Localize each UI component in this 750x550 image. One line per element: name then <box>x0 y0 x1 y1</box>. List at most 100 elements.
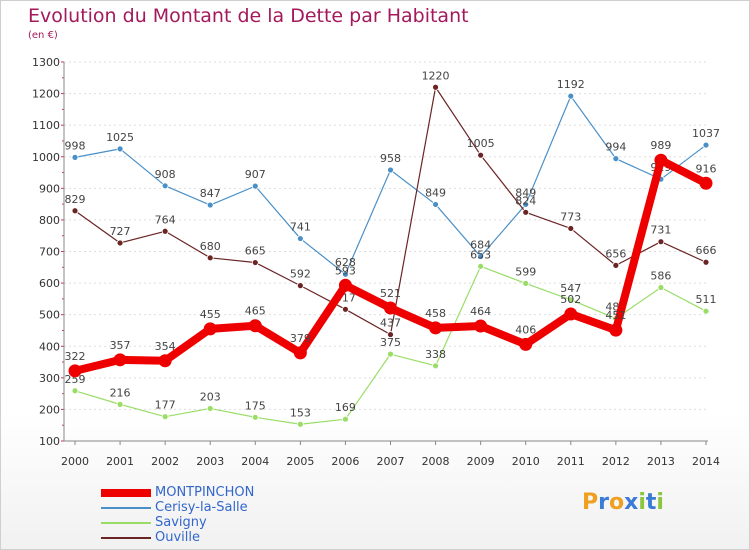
data-point-montpinchon <box>519 337 533 351</box>
data-label-cerisy-la-salle: 849 <box>515 186 536 199</box>
legend: MONTPINCHON Cerisy-la-Salle Savigny Ouville <box>101 485 254 545</box>
x-tick-label: 2014 <box>692 455 720 468</box>
data-label-cerisy-la-salle: 847 <box>200 187 221 200</box>
logo-letter: x <box>624 490 639 515</box>
x-tick-label: 2003 <box>196 455 224 468</box>
data-point-montpinchon <box>293 346 307 360</box>
data-point-cerisy-la-salle <box>71 153 79 161</box>
data-label-montpinchon: 464 <box>470 305 491 318</box>
data-label-savigny: 259 <box>65 373 86 386</box>
data-point-ouville <box>477 151 485 159</box>
y-tick-label: 800 <box>39 214 60 227</box>
x-tick-label: 2012 <box>602 455 630 468</box>
data-label-ouville: 727 <box>110 225 131 238</box>
data-point-montpinchon <box>338 278 352 292</box>
data-label-ouville: 592 <box>290 268 311 281</box>
data-point-savigny <box>116 400 124 408</box>
x-tick-label: 2006 <box>331 455 359 468</box>
chart-subtitle: (en €) <box>28 30 58 41</box>
data-label-montpinchon: 521 <box>380 287 401 300</box>
data-point-cerisy-la-salle <box>477 253 485 260</box>
data-point-montpinchon <box>68 364 82 378</box>
y-tick-label: 1000 <box>32 151 60 164</box>
data-label-cerisy-la-salle: 628 <box>335 256 356 269</box>
data-label-savigny: 177 <box>155 399 176 412</box>
data-label-cerisy-la-salle: 741 <box>290 221 311 234</box>
x-tick-label: 2000 <box>61 455 89 468</box>
data-point-cerisy-la-salle <box>296 235 304 242</box>
data-label-ouville: 666 <box>696 244 717 257</box>
data-label-ouville: 680 <box>200 240 221 253</box>
y-tick-label: 1200 <box>32 88 60 101</box>
y-tick-label: 200 <box>39 403 60 416</box>
legend-swatch <box>101 536 151 539</box>
data-label-cerisy-la-salle: 684 <box>470 239 491 252</box>
data-point-ouville <box>251 259 259 266</box>
data-point-montpinchon <box>609 323 623 337</box>
data-point-cerisy-la-salle <box>251 182 259 190</box>
logo-letter: o <box>608 490 625 515</box>
data-point-montpinchon <box>699 176 713 190</box>
x-tick-label: 2008 <box>422 455 450 468</box>
data-point-ouville <box>116 239 124 247</box>
logo-letter: i <box>638 490 646 515</box>
data-label-montpinchon: 989 <box>650 139 671 152</box>
data-point-cerisy-la-salle <box>522 201 530 208</box>
data-point-ouville <box>206 254 214 262</box>
data-point-montpinchon <box>384 301 397 315</box>
y-tick-label: 1100 <box>32 119 60 132</box>
data-label-montpinchon: 502 <box>560 293 581 306</box>
data-point-savigny <box>296 420 304 428</box>
data-point-montpinchon <box>113 353 127 367</box>
data-point-ouville <box>296 282 304 290</box>
x-tick-label: 2004 <box>241 455 269 468</box>
proxiti-logo: Proxiti <box>582 490 664 515</box>
legend-item-savigny: Savigny <box>101 515 254 530</box>
x-tick-label: 2005 <box>286 455 314 468</box>
data-point-montpinchon <box>248 319 262 333</box>
chart-title: Evolution du Montant de la Dette par Hab… <box>28 5 469 27</box>
data-point-ouville <box>161 227 169 235</box>
data-label-ouville: 773 <box>560 210 581 223</box>
data-label-montpinchon: 465 <box>245 305 266 318</box>
data-point-montpinchon <box>429 321 443 335</box>
data-label-cerisy-la-salle: 998 <box>65 139 86 152</box>
data-label-savigny: 175 <box>245 399 266 412</box>
data-point-ouville <box>612 261 620 269</box>
data-label-montpinchon: 916 <box>696 162 717 175</box>
data-point-savigny <box>387 350 394 358</box>
data-point-savigny <box>702 307 710 315</box>
legend-label: Savigny <box>155 515 207 530</box>
data-label-montpinchon: 406 <box>515 323 536 336</box>
legend-label: Ouville <box>155 530 200 545</box>
logo-letter: r <box>598 490 609 515</box>
data-label-cerisy-la-salle: 1192 <box>557 78 585 91</box>
data-point-montpinchon <box>474 319 488 333</box>
data-point-savigny <box>657 284 665 291</box>
data-label-savigny: 511 <box>696 293 717 306</box>
data-point-montpinchon <box>203 322 217 336</box>
data-point-ouville <box>567 225 575 232</box>
legend-swatch <box>101 521 151 524</box>
logo-letter: i <box>656 490 664 515</box>
data-label-montpinchon: 451 <box>605 309 626 322</box>
data-label-cerisy-la-salle: 849 <box>425 186 446 199</box>
data-label-savigny: 586 <box>650 270 671 283</box>
data-point-montpinchon <box>564 307 578 321</box>
data-label-cerisy-la-salle: 958 <box>380 152 401 165</box>
data-label-cerisy-la-salle: 1037 <box>692 127 720 140</box>
data-point-savigny <box>161 413 169 421</box>
data-label-ouville: 656 <box>605 247 626 260</box>
data-point-savigny <box>206 405 214 412</box>
data-label-montpinchon: 357 <box>110 339 131 352</box>
data-point-savigny <box>477 262 485 270</box>
data-label-savigny: 203 <box>200 390 221 403</box>
data-label-montpinchon: 322 <box>65 350 86 363</box>
legend-swatch <box>101 506 151 509</box>
legend-swatch <box>101 488 151 497</box>
data-point-ouville <box>522 208 530 216</box>
data-point-ouville <box>702 258 710 266</box>
data-label-ouville: 824 <box>515 194 536 207</box>
